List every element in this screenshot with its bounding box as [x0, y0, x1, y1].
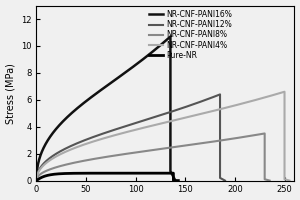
NR-CNF-PANI4%: [46, 160, 50, 163]
NR-CNF-PANI4%: [35, 179, 38, 182]
NR-CNF-PANI16%: [81, 103, 85, 105]
Pure-NR: [35, 179, 38, 182]
Line: Pure-NR: Pure-NR: [37, 173, 178, 181]
NR-CNF-PANI4%: [121, 132, 124, 134]
NR-CNF-PANI4%: [144, 126, 148, 128]
NR-CNF-PANI16%: [62, 119, 66, 121]
Line: NR-CNF-PANI12%: NR-CNF-PANI12%: [37, 94, 225, 181]
Legend: NR-CNF-PANI16%, NR-CNF-PANI12%, NR-CNF-PANI8%, NR-CNF-PANI4%, Pure-NR: NR-CNF-PANI16%, NR-CNF-PANI12%, NR-CNF-P…: [148, 9, 233, 60]
NR-CNF-PANI12%: [218, 93, 222, 96]
NR-CNF-PANI12%: [182, 106, 185, 109]
NR-CNF-PANI12%: [35, 179, 38, 182]
NR-CNF-PANI4%: [288, 179, 291, 182]
NR-CNF-PANI4%: [86, 142, 90, 144]
Y-axis label: Stress (MPa): Stress (MPa): [6, 63, 16, 124]
NR-CNF-PANI12%: [44, 161, 47, 163]
NR-CNF-PANI16%: [174, 179, 177, 182]
NR-CNF-PANI16%: [35, 179, 38, 182]
NR-CNF-PANI16%: [94, 93, 98, 95]
Pure-NR: [82, 172, 85, 174]
NR-CNF-PANI4%: [283, 91, 286, 93]
NR-CNF-PANI4%: [114, 134, 118, 136]
NR-CNF-PANI16%: [169, 35, 172, 38]
NR-CNF-PANI8%: [218, 139, 221, 142]
NR-CNF-PANI12%: [73, 143, 76, 146]
Line: NR-CNF-PANI4%: NR-CNF-PANI4%: [37, 92, 290, 181]
Line: NR-CNF-PANI16%: NR-CNF-PANI16%: [37, 37, 175, 181]
NR-CNF-PANI8%: [46, 169, 49, 172]
Pure-NR: [79, 172, 82, 174]
NR-CNF-PANI8%: [108, 155, 112, 158]
NR-CNF-PANI8%: [35, 179, 38, 182]
Pure-NR: [177, 179, 180, 182]
NR-CNF-PANI12%: [223, 179, 227, 182]
Pure-NR: [95, 172, 99, 174]
Pure-NR: [145, 172, 148, 174]
Line: NR-CNF-PANI8%: NR-CNF-PANI8%: [37, 133, 270, 181]
NR-CNF-PANI16%: [41, 148, 45, 151]
NR-CNF-PANI12%: [116, 128, 119, 130]
NR-CNF-PANI16%: [142, 57, 146, 60]
NR-CNF-PANI12%: [98, 133, 102, 136]
NR-CNF-PANI8%: [263, 132, 266, 135]
NR-CNF-PANI16%: [78, 105, 81, 108]
NR-CNF-PANI8%: [82, 160, 86, 162]
NR-CNF-PANI12%: [94, 135, 97, 137]
NR-CNF-PANI8%: [268, 179, 272, 182]
NR-CNF-PANI8%: [114, 154, 117, 157]
NR-CNF-PANI4%: [234, 104, 237, 107]
Pure-NR: [172, 172, 175, 174]
Pure-NR: [41, 176, 45, 178]
NR-CNF-PANI8%: [135, 151, 139, 153]
Pure-NR: [63, 172, 67, 175]
